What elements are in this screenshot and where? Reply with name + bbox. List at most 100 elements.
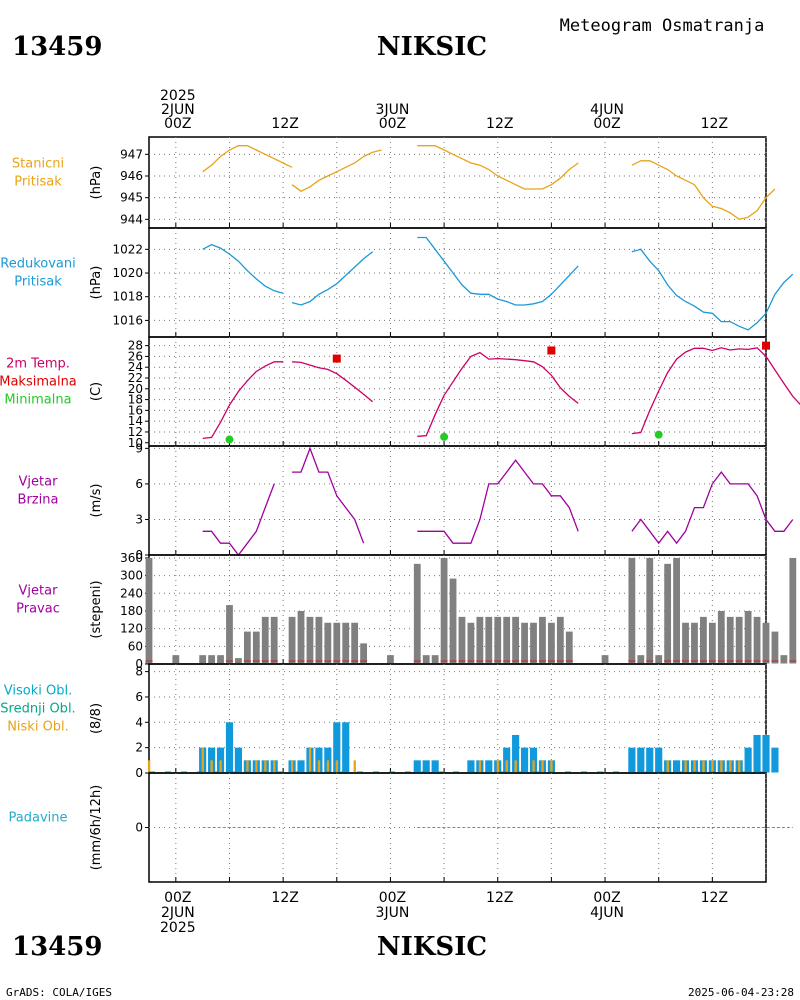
cloud-bar-high	[655, 747, 663, 773]
tmax-marker	[332, 354, 341, 363]
y-tick-label: 0	[135, 766, 143, 780]
cloud-bar-high	[529, 747, 538, 773]
time-label-bottom: 00Z	[164, 890, 191, 906]
cloud-bar-low	[478, 760, 482, 773]
tmax-marker	[762, 341, 770, 350]
y-tick-label: 18	[128, 393, 143, 407]
panel-label: Visoki Obl.	[4, 684, 72, 699]
tmin-marker	[654, 430, 663, 439]
y-tick-label: 4	[135, 715, 143, 729]
y-tick-label: 300	[120, 569, 143, 583]
series-line	[291, 149, 382, 192]
tmin-marker	[225, 435, 234, 444]
wind-direction-bar	[485, 616, 493, 664]
tmax-marker	[547, 346, 556, 355]
time-label-bottom: 3JUN	[376, 905, 410, 921]
y-tick-label: 6	[135, 690, 143, 704]
station-id-bottom: 13459	[12, 932, 102, 962]
series-line	[291, 251, 374, 306]
wind-direction-bar	[261, 616, 269, 664]
wind-direction-bar	[342, 622, 350, 664]
wind-direction-bar	[565, 631, 573, 664]
series-line	[417, 236, 579, 306]
cloud-bar-high	[753, 734, 761, 773]
cloud-bar-low	[308, 747, 312, 773]
wind-direction-bar	[387, 655, 394, 664]
y-tick-label: 0	[135, 657, 143, 671]
y-tick-label: 10	[128, 436, 143, 450]
wind-direction-bar	[530, 622, 537, 664]
panel-label: Redukovani	[0, 257, 75, 272]
cloud-bar-high	[431, 760, 439, 773]
y-tick-label: 1018	[112, 290, 143, 304]
wind-direction-bar	[556, 616, 564, 664]
y-tick-label: 947	[120, 147, 143, 161]
series-line	[202, 483, 275, 557]
unit-label: (mm/6h/12h)	[89, 785, 104, 871]
series-line	[292, 446, 365, 544]
y-tick-label: 946	[120, 169, 143, 183]
y-tick-label: 0	[135, 821, 143, 835]
cloud-bar-high	[342, 722, 350, 773]
cloud-bar-low	[246, 760, 249, 773]
y-tick-label: 945	[120, 191, 143, 205]
wind-direction-bar	[288, 616, 296, 664]
cloud-bar-low	[711, 760, 714, 773]
wind-direction-bar	[351, 622, 359, 664]
series-line	[631, 160, 776, 221]
y-tick-label: 9	[135, 441, 143, 455]
cloud-bar-high	[234, 747, 242, 773]
panel-label: Pritisak	[14, 275, 62, 290]
wind-direction-bar	[789, 557, 797, 664]
panel-frame	[148, 336, 767, 447]
series-line	[202, 243, 284, 294]
series-line	[202, 145, 293, 173]
wind-direction-bar	[601, 655, 609, 664]
cloud-bar-low	[541, 760, 544, 773]
series-line	[631, 248, 794, 331]
wind-direction-bar	[449, 578, 457, 664]
wind-direction-bar	[735, 616, 743, 664]
y-tick-label: 3	[135, 512, 143, 526]
wind-direction-bar	[708, 622, 716, 664]
wind-direction-bar	[547, 622, 555, 664]
wind-direction-bar	[753, 616, 761, 664]
time-label-bottom: 2025	[160, 920, 196, 936]
cloud-bar-high	[628, 747, 636, 773]
cloud-bar-high	[467, 760, 475, 773]
cloud-bar-low	[684, 760, 687, 773]
wind-direction-bar	[252, 631, 260, 664]
cloud-bar-low	[532, 760, 535, 773]
panel-label: Pravac	[16, 602, 60, 617]
wind-direction-bar	[306, 616, 314, 664]
cloud-bar-low	[720, 760, 723, 773]
cloud-bar-high	[744, 747, 752, 773]
unit-label: (C)	[89, 382, 104, 401]
wind-direction-bar	[208, 655, 215, 664]
y-tick-label: 1022	[112, 242, 143, 256]
wind-direction-bar	[324, 622, 332, 664]
cloud-bar-low	[353, 760, 356, 773]
cloud-bar-low	[702, 760, 705, 773]
wind-direction-bar	[440, 557, 448, 664]
y-tick-label: 2	[135, 741, 143, 755]
wind-direction-bar	[270, 616, 278, 664]
cloud-bar-high	[225, 722, 234, 773]
wind-direction-bar	[700, 616, 707, 664]
time-label-bottom: 12Z	[701, 890, 728, 906]
cloud-bar-high	[315, 747, 323, 773]
cloud-bar-low	[514, 760, 517, 773]
time-label-top: 2025	[160, 88, 196, 104]
time-label-bottom: 12Z	[486, 890, 513, 906]
chart-title: Meteogram Osmatranja	[560, 16, 765, 36]
time-label-bottom: 4JUN	[590, 905, 624, 921]
wind-direction-bar	[717, 610, 725, 664]
cloud-bar-low	[550, 760, 553, 773]
cloud-bar-high	[333, 722, 341, 773]
wind-direction-bar	[664, 563, 672, 664]
panel-label: Minimalna	[4, 393, 71, 408]
series-line	[202, 361, 284, 440]
